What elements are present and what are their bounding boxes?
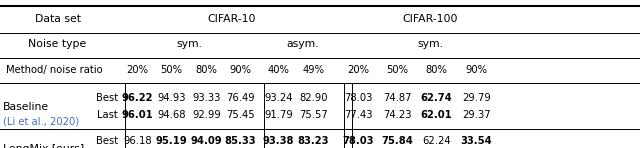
Text: Best: Best bbox=[97, 136, 118, 146]
Text: sym.: sym. bbox=[417, 39, 443, 49]
Text: 62.24: 62.24 bbox=[422, 136, 451, 146]
Text: 96.18: 96.18 bbox=[124, 136, 152, 146]
Text: 78.03: 78.03 bbox=[344, 93, 372, 103]
Text: asym.: asym. bbox=[286, 39, 319, 49]
Text: 33.54: 33.54 bbox=[460, 136, 492, 146]
Text: 94.93: 94.93 bbox=[157, 93, 186, 103]
Text: 20%: 20% bbox=[348, 65, 369, 75]
Text: 96.01: 96.01 bbox=[122, 110, 154, 120]
Text: 74.23: 74.23 bbox=[383, 110, 412, 120]
Text: 94.09: 94.09 bbox=[191, 136, 223, 146]
Text: Noise type: Noise type bbox=[28, 39, 87, 49]
Text: 82.90: 82.90 bbox=[300, 93, 328, 103]
Text: 74.87: 74.87 bbox=[383, 93, 412, 103]
Text: (Li et al., 2020): (Li et al., 2020) bbox=[3, 116, 79, 126]
Text: 91.79: 91.79 bbox=[264, 110, 292, 120]
Text: 75.57: 75.57 bbox=[300, 110, 328, 120]
Text: 29.79: 29.79 bbox=[462, 93, 490, 103]
Text: 78.03: 78.03 bbox=[342, 136, 374, 146]
Text: 75.45: 75.45 bbox=[227, 110, 255, 120]
Text: 90%: 90% bbox=[465, 65, 487, 75]
Text: 75.84: 75.84 bbox=[381, 136, 413, 146]
Text: Last: Last bbox=[97, 110, 118, 120]
Text: 76.49: 76.49 bbox=[227, 93, 255, 103]
Text: 94.68: 94.68 bbox=[157, 110, 186, 120]
Text: 80%: 80% bbox=[426, 65, 447, 75]
Text: 93.38: 93.38 bbox=[262, 136, 294, 146]
Text: 49%: 49% bbox=[303, 65, 324, 75]
Text: 20%: 20% bbox=[127, 65, 148, 75]
Text: 93.24: 93.24 bbox=[264, 93, 292, 103]
Text: sym.: sym. bbox=[176, 39, 202, 49]
Text: 90%: 90% bbox=[230, 65, 252, 75]
Text: 96.22: 96.22 bbox=[122, 93, 154, 103]
Text: 92.99: 92.99 bbox=[193, 110, 221, 120]
Text: 40%: 40% bbox=[268, 65, 289, 75]
Text: Data set: Data set bbox=[35, 14, 81, 24]
Text: Best: Best bbox=[97, 93, 118, 103]
Text: 93.33: 93.33 bbox=[193, 93, 221, 103]
Text: 62.01: 62.01 bbox=[420, 110, 452, 120]
Text: 80%: 80% bbox=[196, 65, 218, 75]
Text: 50%: 50% bbox=[161, 65, 182, 75]
Text: CIFAR-10: CIFAR-10 bbox=[208, 14, 256, 24]
Text: 77.43: 77.43 bbox=[344, 110, 372, 120]
Text: 95.19: 95.19 bbox=[156, 136, 188, 146]
Text: 50%: 50% bbox=[387, 65, 408, 75]
Text: 29.37: 29.37 bbox=[462, 110, 490, 120]
Text: Method/ noise ratio: Method/ noise ratio bbox=[6, 65, 102, 75]
Text: LongMix [ours]: LongMix [ours] bbox=[3, 144, 84, 148]
Text: Baseline: Baseline bbox=[3, 102, 49, 112]
Text: 62.74: 62.74 bbox=[420, 93, 452, 103]
Text: CIFAR-100: CIFAR-100 bbox=[403, 14, 458, 24]
Text: 85.33: 85.33 bbox=[225, 136, 257, 146]
Text: 83.23: 83.23 bbox=[298, 136, 330, 146]
